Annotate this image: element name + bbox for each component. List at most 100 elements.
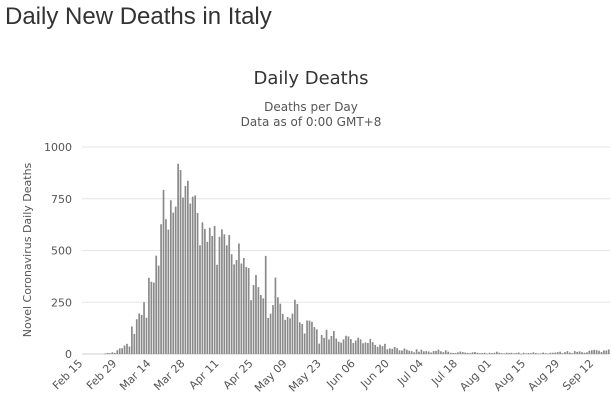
bar — [337, 341, 340, 354]
bar — [223, 234, 226, 354]
chart-title: Daily Deaths — [253, 68, 368, 89]
bar — [525, 353, 527, 354]
bar — [493, 352, 496, 354]
bar — [330, 335, 333, 354]
bar — [423, 351, 425, 354]
bar — [172, 212, 175, 354]
bar — [505, 352, 508, 354]
bar — [199, 245, 201, 354]
bar — [452, 352, 454, 354]
y-tick-labels: 0 250 500 750 1000 — [44, 141, 72, 361]
bar — [296, 303, 299, 354]
bar — [466, 352, 469, 354]
bar — [391, 348, 394, 354]
bar — [549, 352, 552, 354]
bar — [245, 267, 248, 354]
bar — [267, 317, 269, 354]
bar — [362, 343, 364, 354]
bar — [532, 352, 535, 354]
bar — [401, 350, 403, 354]
bar — [104, 353, 106, 355]
x-tick-label: Apr 25 — [221, 357, 256, 392]
y-tick-label: 750 — [51, 193, 72, 206]
bar — [481, 352, 484, 354]
bar — [420, 349, 423, 354]
bar — [425, 351, 428, 354]
bar — [384, 343, 386, 354]
bar — [393, 346, 396, 354]
bar — [269, 313, 272, 354]
bar — [454, 352, 457, 354]
y-axis-label: Novel Coronavirus Daily Deaths — [21, 162, 34, 337]
bar — [527, 352, 530, 354]
bar — [109, 353, 111, 354]
x-tick-label: Jun 06 — [323, 357, 357, 391]
x-tick-label: Jun 20 — [357, 357, 391, 391]
bar — [444, 350, 447, 354]
bar — [586, 352, 588, 354]
bar — [184, 185, 187, 354]
bar — [320, 334, 323, 354]
bar — [359, 339, 362, 354]
bar — [208, 227, 211, 354]
bar — [342, 339, 345, 354]
bar — [464, 352, 467, 354]
bar — [513, 353, 515, 354]
bar — [496, 351, 498, 354]
bar — [138, 313, 141, 354]
bar — [593, 349, 596, 354]
bar — [432, 351, 435, 354]
bar — [418, 351, 420, 354]
chart-subtitle-line-1: Deaths per Day — [264, 100, 358, 114]
bar — [542, 352, 544, 354]
bar — [605, 350, 608, 354]
bar — [257, 287, 260, 354]
bar — [595, 350, 598, 354]
bar — [128, 346, 131, 354]
bar — [386, 349, 389, 354]
bar — [230, 254, 233, 354]
bar — [364, 342, 367, 354]
bar — [308, 320, 311, 354]
x-tick-label: May 09 — [252, 357, 290, 395]
bar — [150, 281, 153, 354]
bar — [537, 353, 540, 355]
bar — [603, 350, 605, 354]
bar — [140, 314, 143, 354]
bar — [367, 343, 369, 354]
bar — [491, 353, 493, 354]
bar — [281, 313, 284, 354]
bar — [469, 353, 471, 354]
bar — [298, 322, 301, 354]
bar — [347, 336, 350, 354]
x-tick-label: Apr 11 — [187, 357, 222, 392]
bar — [581, 352, 583, 354]
bar — [177, 163, 179, 354]
bar — [583, 352, 586, 354]
page-heading: Daily New Deaths in Italy — [5, 3, 272, 30]
bar — [242, 257, 245, 354]
bar — [376, 346, 379, 354]
bar — [440, 351, 442, 354]
bar — [121, 348, 123, 354]
bar — [311, 321, 313, 354]
bar — [277, 297, 279, 354]
bar — [554, 352, 557, 354]
bar — [600, 351, 603, 354]
bar — [413, 352, 415, 354]
bar — [318, 343, 321, 354]
bar — [118, 348, 121, 354]
bar — [447, 351, 450, 354]
bar — [279, 303, 282, 354]
bar — [403, 348, 406, 354]
bar — [571, 353, 574, 354]
chart-subtitle-line-2: Data as of 0:00 GMT+8 — [241, 115, 382, 129]
bar — [534, 352, 537, 354]
bar — [607, 349, 610, 354]
bar — [388, 348, 391, 354]
bar — [255, 274, 257, 354]
x-tick-label: May 23 — [286, 357, 324, 395]
bar — [238, 243, 240, 354]
